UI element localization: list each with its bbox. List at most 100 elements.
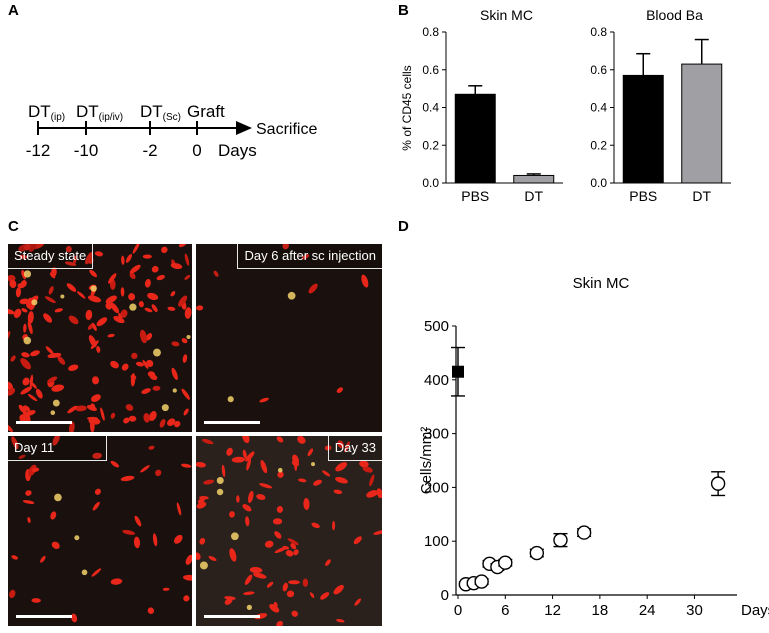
- cell: [144, 307, 153, 313]
- cell: [322, 470, 331, 477]
- cell: [96, 317, 108, 327]
- cell: [89, 269, 97, 278]
- bar-category-label: DT: [692, 188, 711, 204]
- timeline-event-1: DT(ip/iv): [76, 102, 123, 123]
- cell: [333, 489, 343, 495]
- cell: [120, 475, 135, 482]
- micrograph-2-scalebar: [204, 421, 260, 424]
- cell: [245, 516, 250, 527]
- cell: [105, 302, 112, 310]
- cell: [253, 572, 267, 579]
- cell: [226, 447, 233, 456]
- cell: [128, 415, 137, 422]
- cell: [122, 529, 136, 535]
- cell-highlight: [153, 348, 161, 357]
- scatter-ytick-label: 500: [424, 318, 449, 335]
- cell: [120, 309, 128, 318]
- cell: [353, 536, 362, 545]
- cell-highlight: [90, 285, 97, 292]
- bar-chart-title: Blood Ba: [646, 7, 703, 23]
- cell-highlight: [161, 404, 169, 412]
- cell: [244, 574, 253, 585]
- cell: [266, 581, 274, 588]
- cell: [146, 359, 154, 367]
- cell: [276, 505, 283, 513]
- cell-highlight: [60, 294, 65, 299]
- cell: [54, 308, 63, 313]
- timeline-day-1: -10: [74, 141, 99, 160]
- panel-letter-c: C: [8, 218, 19, 235]
- scatter-ytick-label: 200: [424, 479, 449, 496]
- cell: [11, 436, 19, 450]
- scatter-point-circle: [710, 476, 726, 491]
- cell: [35, 388, 43, 399]
- cell: [129, 272, 136, 280]
- cell: [182, 354, 188, 363]
- cell: [337, 440, 344, 449]
- cell: [110, 412, 116, 419]
- cell: [92, 501, 100, 511]
- cell: [23, 405, 31, 412]
- cell: [285, 550, 294, 557]
- bar-pbs: [622, 74, 664, 184]
- timeline-day-2: -2: [142, 141, 157, 160]
- cell: [50, 511, 57, 520]
- cell: [21, 269, 27, 280]
- cell: [273, 601, 278, 609]
- cell: [309, 592, 315, 599]
- micrograph-1: Steady state: [8, 244, 192, 432]
- cell: [43, 313, 53, 323]
- cell: [23, 244, 31, 251]
- bar-chart-ytick-label: 0.6: [590, 63, 607, 77]
- cell: [151, 265, 159, 273]
- cell: [91, 322, 97, 332]
- cell: [242, 504, 252, 512]
- cell: [85, 251, 93, 265]
- cell: [366, 490, 378, 498]
- micrograph-background: [8, 436, 192, 626]
- cell: [294, 457, 298, 471]
- cell: [293, 549, 299, 556]
- cell: [245, 451, 255, 462]
- cell: [31, 598, 41, 603]
- cell: [144, 278, 151, 288]
- cell: [184, 274, 191, 280]
- cell: [19, 254, 27, 259]
- cell: [8, 331, 11, 341]
- bar-pbs: [454, 93, 496, 184]
- cell: [11, 555, 18, 560]
- scatter-point-circle: [553, 532, 568, 548]
- micrograph-2-label: Day 6 after sc injection: [237, 244, 382, 269]
- cell: [288, 580, 300, 585]
- cell: [8, 308, 15, 315]
- cell: [311, 522, 320, 529]
- cell: [30, 381, 37, 389]
- cell-highlight: [50, 410, 56, 415]
- bar-category-label: PBS: [461, 188, 489, 204]
- cell: [48, 286, 54, 295]
- timeline-event-3: Graft: [187, 102, 225, 121]
- bar-chart-ytick-label: 0.8: [422, 25, 439, 39]
- cell: [176, 502, 182, 516]
- cell: [171, 367, 178, 380]
- cell: [110, 360, 119, 369]
- cell: [27, 320, 33, 335]
- cell: [301, 254, 310, 260]
- scatter-point-circle: [576, 525, 592, 540]
- cell: [183, 408, 189, 416]
- cell: [30, 350, 40, 357]
- micrograph-1-label: Steady state: [8, 244, 94, 269]
- cell: [141, 388, 151, 394]
- cell: [308, 283, 318, 294]
- cell: [174, 420, 181, 428]
- cell-highlight: [23, 270, 32, 278]
- cell: [274, 531, 282, 539]
- bar-category-label: DT: [524, 188, 543, 204]
- cell: [286, 590, 295, 598]
- cell: [23, 323, 27, 333]
- cell: [28, 244, 37, 252]
- cell: [297, 436, 306, 444]
- timeline-day-0: -12: [26, 141, 51, 160]
- scatter-title: Skin MC: [573, 275, 630, 292]
- cell: [68, 315, 79, 325]
